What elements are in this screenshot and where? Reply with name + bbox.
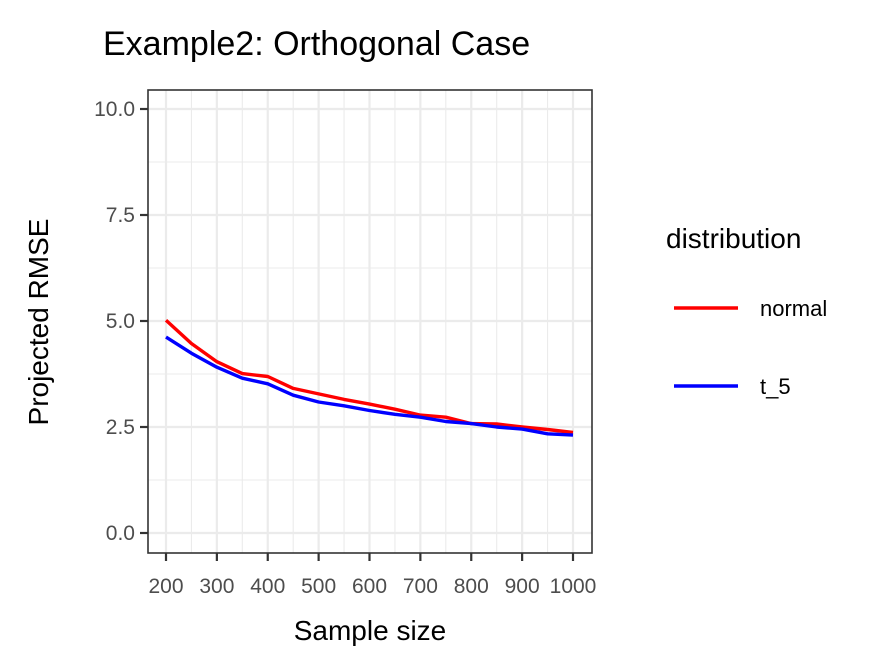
series-line-t_5 <box>165 335 574 437</box>
y-tick-label: 7.5 <box>106 204 135 227</box>
x-axis: 200 300 400 500 600 700 800 900 1000 <box>148 553 596 598</box>
major-gridlines <box>148 90 592 553</box>
x-tick-label: 900 <box>505 575 540 598</box>
x-tick-label: 1000 <box>550 575 597 598</box>
chart-title: Example2: Orthogonal Case <box>103 25 530 63</box>
series-line-normal <box>164 318 574 435</box>
y-tick-label: 0.0 <box>106 522 135 545</box>
x-axis-title: Sample size <box>294 615 447 646</box>
x-tick-label: 500 <box>301 575 336 598</box>
x-tick-label: 600 <box>352 575 387 598</box>
y-tick-label: 10.0 <box>94 98 135 121</box>
legend-label-t_5: t_5 <box>760 374 791 399</box>
x-tick-label: 300 <box>199 575 234 598</box>
x-tick-label: 700 <box>403 575 438 598</box>
x-tick-label: 200 <box>148 575 183 598</box>
legend: distribution normal t_5 <box>666 223 827 399</box>
x-tick-label: 400 <box>250 575 285 598</box>
y-axis: 0.0 2.5 5.0 7.5 10.0 <box>94 98 148 545</box>
legend-title: distribution <box>666 223 801 254</box>
series-lines <box>164 318 574 437</box>
legend-label-normal: normal <box>760 296 827 321</box>
x-tick-label: 800 <box>454 575 489 598</box>
y-tick-label: 2.5 <box>106 416 135 439</box>
y-tick-label: 5.0 <box>106 310 135 333</box>
y-axis-title: Projected RMSE <box>23 219 54 426</box>
